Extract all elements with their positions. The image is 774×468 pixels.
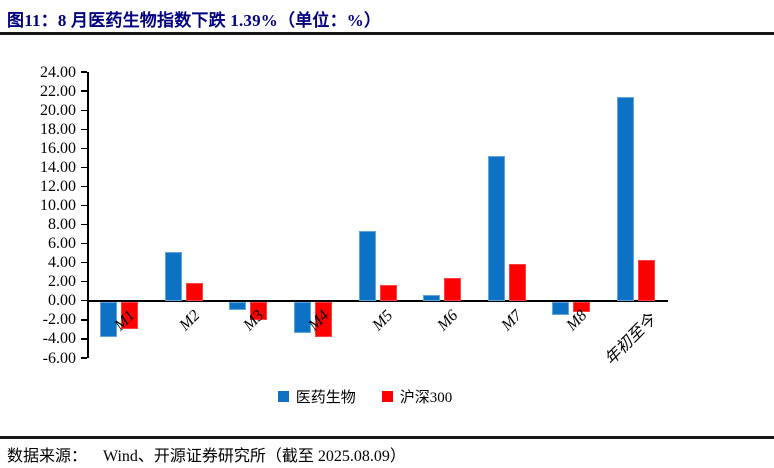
y-axis-tick (81, 281, 87, 283)
legend: 医药生物 沪深300 (0, 386, 730, 407)
bar-M5-series-0 (358, 231, 376, 301)
y-axis-tick-label: 6.00 (48, 235, 76, 253)
y-axis-tick-label: 2.00 (48, 273, 76, 291)
y-axis-tick-label: 20.00 (40, 101, 76, 119)
x-axis-label: 年初至今 (601, 311, 659, 369)
y-axis-tick (81, 262, 87, 264)
x-axis-label: M7 (498, 306, 526, 334)
bar-M3-series-0 (229, 301, 247, 311)
y-axis-tick-label: -4.00 (42, 330, 76, 348)
bar-M5-series-1 (379, 284, 397, 301)
y-axis-tick-label: -2.00 (42, 311, 76, 329)
legend-label: 沪深300 (399, 390, 453, 406)
figure-title: 图11：8 月医药生物指数下跌 1.39%（单位：%） (7, 11, 382, 30)
footer-divider (0, 436, 774, 439)
bar-M6-series-0 (423, 295, 441, 301)
y-axis-tick (81, 147, 87, 149)
legend-item: 医药生物 (277, 386, 356, 407)
y-axis-tick-label: 14.00 (40, 158, 76, 176)
y-axis-tick (81, 128, 87, 130)
bar-M3-series-1 (250, 301, 268, 320)
bar-M8-series-0 (552, 301, 570, 315)
bar-年初至今-series-1 (637, 259, 655, 301)
y-axis-tick (81, 166, 87, 169)
bar-M2-series-1 (185, 282, 203, 301)
y-axis-tick-label: 12.00 (40, 177, 76, 195)
bar-M6-series-1 (444, 277, 462, 301)
bar-M1-series-1 (121, 301, 139, 330)
legend-label: 医药生物 (295, 390, 356, 406)
title-divider (0, 32, 774, 35)
x-axis-label: M6 (433, 306, 462, 334)
y-axis-tick (81, 243, 87, 245)
y-axis-tick-label: 24.00 (40, 63, 76, 81)
bar-M7-series-1 (508, 263, 526, 301)
y-axis-tick (81, 71, 87, 73)
y-axis-tick-label: 18.00 (40, 120, 76, 138)
bar-M7-series-0 (487, 155, 505, 301)
bar-M4-series-0 (293, 301, 311, 334)
y-axis-tick-label: 16.00 (40, 139, 76, 157)
legend-swatch (277, 391, 289, 402)
data-source-text: Wind、开源证券研究所（截至 2025.08.09） (103, 448, 406, 465)
y-axis-tick-label: -6.00 (42, 349, 76, 367)
y-axis-tick-label: 0.00 (48, 292, 76, 310)
y-axis-tick (81, 300, 87, 302)
y-axis-tick (81, 338, 87, 340)
y-axis-tick (81, 109, 87, 111)
y-axis-tick-label: 22.00 (40, 82, 76, 100)
y-axis (87, 72, 89, 358)
x-axis-label: M2 (175, 306, 203, 334)
bar-M4-series-1 (314, 301, 332, 337)
data-source: 数据来源： Wind、开源证券研究所（截至 2025.08.09） (7, 442, 406, 466)
legend-swatch (381, 391, 393, 402)
y-axis-tick (81, 204, 87, 207)
bar-M8-series-1 (573, 301, 591, 313)
y-axis-tick (81, 319, 87, 321)
y-axis-tick (81, 357, 87, 359)
y-axis-tick (81, 185, 87, 188)
bar-M2-series-0 (164, 252, 182, 301)
y-axis-tick-label: 8.00 (48, 216, 76, 234)
x-axis (87, 300, 668, 302)
bar-年初至今-series-0 (616, 96, 634, 301)
y-axis-tick-label: 10.00 (40, 196, 76, 214)
data-source-label: 数据来源： (7, 448, 88, 465)
y-axis-tick (81, 223, 87, 226)
x-axis-label: M5 (369, 306, 397, 334)
y-axis-tick (81, 90, 87, 92)
bar-M1-series-0 (100, 301, 118, 337)
y-axis-tick-label: 4.00 (48, 254, 76, 272)
legend-item: 沪深300 (381, 386, 453, 407)
